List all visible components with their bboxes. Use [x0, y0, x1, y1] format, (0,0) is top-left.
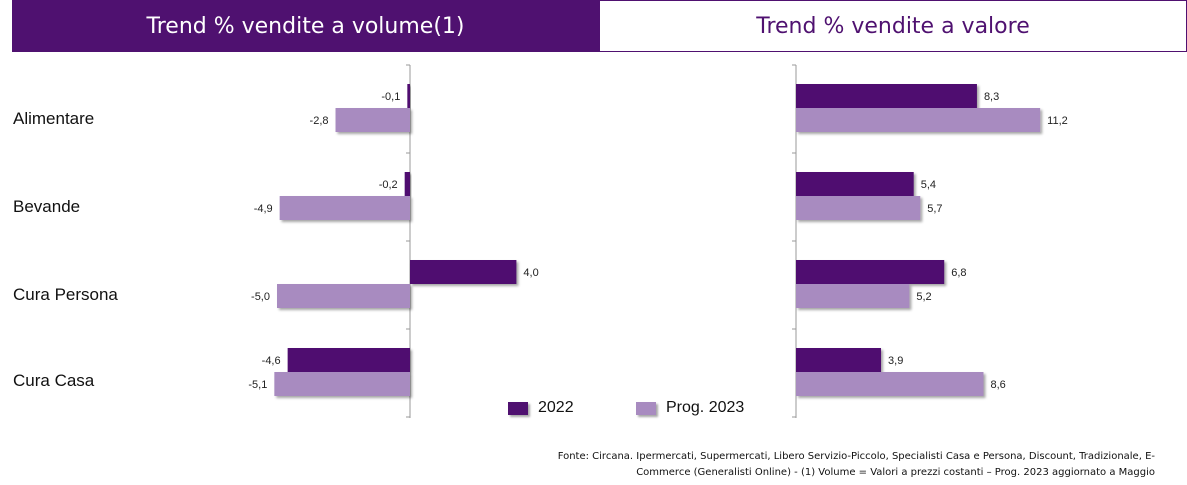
volume-data-label-cura-casa-2022: -4,6	[262, 355, 281, 367]
volume-bar-cura-persona-2022	[410, 260, 517, 284]
volume-bar-bevande-2022	[404, 172, 410, 196]
value-bar-cura-persona-2022	[796, 260, 945, 284]
legend-swatch-2022	[508, 401, 528, 415]
volume-data-label-cura-casa-prog-2023: -5,1	[248, 379, 267, 391]
value-data-label-bevande-prog-2023: 5,7	[927, 203, 942, 215]
value-bar-cura-casa-prog-2023	[796, 372, 984, 396]
legend-item-2022: 2022	[508, 398, 574, 418]
legend-swatch-prog-2023	[636, 401, 656, 415]
category-label-alimentare: Alimentare	[13, 109, 95, 128]
source-note: Fonte: Circana. Ipermercati, Supermercat…	[557, 451, 1155, 478]
value-bar-alimentare-2022	[796, 84, 977, 108]
volume-bar-cura-casa-prog-2023	[274, 372, 410, 396]
value-bar-bevande-prog-2023	[796, 196, 921, 220]
value-data-label-bevande-2022: 5,4	[921, 179, 936, 191]
volume-data-label-alimentare-prog-2023: -2,8	[310, 115, 329, 127]
volume-data-label-alimentare-2022: -0,1	[381, 91, 400, 103]
volume-bar-bevande-prog-2023	[279, 196, 410, 220]
value-data-label-cura-casa-2022: 3,9	[888, 355, 903, 367]
volume-data-label-bevande-prog-2023: -4,9	[254, 203, 273, 215]
category-label-bevande: Bevande	[13, 197, 81, 216]
category-label-cura-casa: Cura Casa	[13, 371, 95, 390]
volume-bar-alimentare-2022	[407, 84, 410, 108]
value-bar-cura-persona-prog-2023	[796, 284, 910, 308]
volume-bar-cura-casa-2022	[287, 348, 410, 372]
value-data-label-alimentare-2022: 8,3	[984, 91, 999, 103]
volume-data-label-cura-persona-2022: 4,0	[523, 267, 538, 279]
value-data-label-cura-persona-2022: 6,8	[951, 267, 966, 279]
value-bar-bevande-2022	[796, 172, 914, 196]
category-label-cura-persona: Cura Persona	[13, 285, 118, 304]
value-bar-cura-casa-2022	[796, 348, 882, 372]
volume-chart-header: Trend % vendite a volume(1)	[12, 0, 599, 52]
volume-bar-alimentare-prog-2023	[335, 108, 410, 132]
value-data-label-cura-casa-prog-2023: 8,6	[990, 379, 1005, 391]
value-data-label-alimentare-prog-2023: 11,2	[1047, 115, 1068, 127]
value-data-label-cura-persona-prog-2023: 5,2	[916, 291, 931, 303]
volume-bar-cura-persona-prog-2023	[277, 284, 410, 308]
value-bar-alimentare-prog-2023	[796, 108, 1041, 132]
legend-item-prog-2023: Prog. 2023	[636, 398, 744, 418]
value-chart-header: Trend % vendite a valore	[599, 0, 1187, 52]
legend-label-2022: 2022	[538, 399, 574, 416]
volume-data-label-bevande-2022: -0,2	[379, 179, 398, 191]
legend-label-prog-2023: Prog. 2023	[666, 399, 745, 416]
volume-data-label-cura-persona-prog-2023: -5,0	[251, 291, 270, 303]
